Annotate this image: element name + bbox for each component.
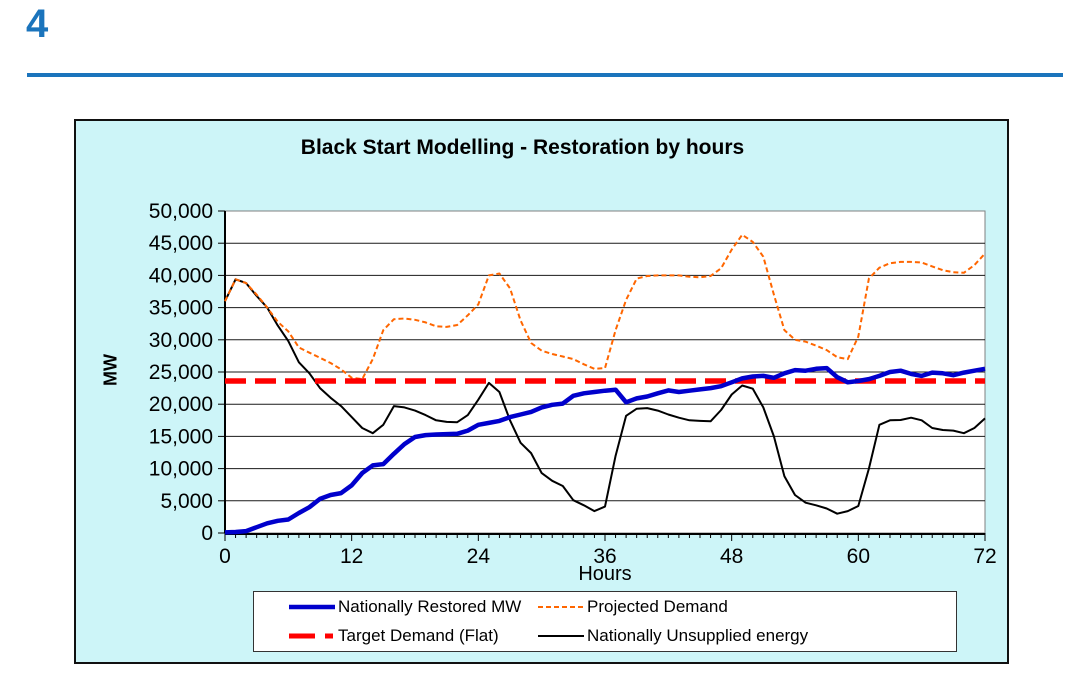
legend-item-target-demand: Target Demand (Flat) (289, 626, 538, 646)
legend-item-projected-demand: Projected Demand (538, 597, 956, 617)
legend-item-nationally-restored: Nationally Restored MW (289, 597, 538, 617)
thin-line-sample-icon (538, 635, 584, 638)
series-nationally-restored-mw (224, 365, 986, 535)
page-number: 4 (26, 2, 49, 46)
dashed-line-sample-icon (538, 605, 584, 608)
x-tick-label: 60 (847, 545, 870, 568)
header-divider-rule (27, 73, 1063, 77)
chart-frame: 0 5,000 10,000 15,000 20,000 25,000 30,000 35,0… (74, 119, 1009, 664)
legend-label: Target Demand (Flat) (338, 626, 499, 646)
x-tick-label: 36 (593, 545, 616, 568)
y-tick-label: 15,000 (149, 425, 213, 448)
legend-label: Nationally Restored MW (338, 596, 522, 616)
x-axis-title: Hours (578, 563, 632, 585)
x-tick-label: 48 (720, 545, 743, 568)
y-tick-label: 0 (201, 522, 213, 545)
y-axis-title: MW (100, 354, 121, 386)
y-tick-label: 40,000 (149, 264, 213, 287)
x-tick-label: 0 (219, 545, 231, 568)
chart-title: Black Start Modelling - Restoration by h… (300, 136, 745, 159)
legend: Nationally Restored MW Projected Demand … (253, 591, 957, 652)
y-tick-label: 10,000 (149, 458, 213, 481)
legend-label: Nationally Unsupplied energy (587, 626, 809, 646)
legend-item-unsupplied-energy: Nationally Unsupplied energy (538, 626, 956, 646)
y-tick-label: 45,000 (149, 232, 213, 255)
x-tick-label: 12 (340, 545, 363, 568)
series-projected-demand (224, 233, 986, 381)
plot-area: 0 5,000 10,000 15,000 20,000 25,000 30,000 35,0… (149, 200, 997, 568)
y-tick-label: 20,000 (149, 393, 213, 416)
series-nationally-unsupplied-energy (224, 278, 986, 515)
y-tick-label: 50,000 (149, 200, 213, 223)
y-tick-label: 30,000 (149, 329, 213, 352)
solid-line-sample-icon (289, 604, 335, 609)
x-tick-label: 24 (467, 545, 491, 568)
y-tick-label: 25,000 (149, 361, 213, 384)
legend-label: Projected Demand (587, 596, 728, 616)
y-tick-label: 35,000 (149, 297, 213, 320)
x-tick-label: 72 (973, 545, 996, 568)
y-tick-label: 5,000 (160, 490, 213, 513)
thick-dash-line-sample-icon (289, 633, 335, 639)
